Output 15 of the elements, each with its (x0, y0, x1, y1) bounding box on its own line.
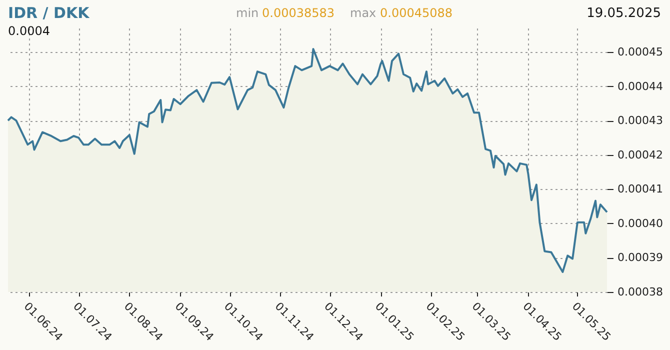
text: 0.00038583 (262, 6, 335, 20)
annotation: 0.0004 (8, 24, 50, 38)
y-tick-label: 0.00038 (618, 286, 663, 298)
text: 19.05.2025 (586, 6, 661, 21)
chart-title: IDR / DKK (8, 4, 91, 22)
text: min (236, 6, 259, 20)
y-tick-label: 0.00043 (618, 114, 663, 128)
text: 0.00045088 (380, 6, 453, 20)
y-tick-label: 0.00040 (618, 216, 663, 230)
y-tick-label: 0.00042 (618, 148, 663, 162)
y-tick-label: 0.00045 (618, 46, 663, 58)
y-tick-label: 0.00044 (618, 80, 663, 93)
text: max (350, 6, 376, 20)
y-tick-label: 0.00041 (618, 182, 663, 196)
y-tick-label: 0.00039 (618, 251, 663, 264)
